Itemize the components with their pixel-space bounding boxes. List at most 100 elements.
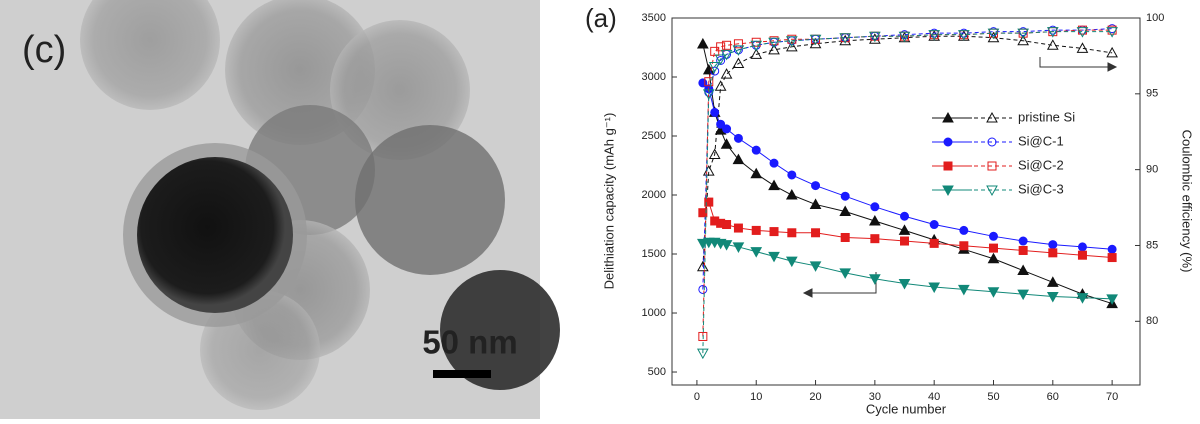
- marker: [929, 238, 939, 248]
- marker: [959, 241, 969, 251]
- y2-tick-label: 90: [1146, 164, 1158, 176]
- marker: [929, 220, 939, 230]
- capacity-line: [702, 43, 1113, 305]
- marker: [1017, 34, 1029, 46]
- marker: [768, 37, 780, 49]
- marker: [750, 40, 763, 52]
- marker: [1107, 244, 1117, 254]
- annotation-arrows: [802, 57, 1118, 298]
- marker: [839, 34, 852, 46]
- efficiency-line: [702, 28, 1113, 290]
- marker: [710, 66, 720, 76]
- marker: [840, 191, 850, 201]
- marker: [957, 30, 970, 41]
- marker: [720, 49, 733, 61]
- marker: [750, 167, 763, 179]
- legend-marker: [943, 137, 953, 147]
- legend-marker: [987, 137, 997, 147]
- marker: [988, 231, 998, 241]
- marker: [840, 232, 850, 242]
- marker: [898, 279, 911, 290]
- marker: [1046, 39, 1059, 50]
- panel-label: (a): [585, 3, 617, 33]
- marker: [869, 214, 881, 226]
- arrow: [1039, 57, 1108, 68]
- marker: [1048, 240, 1058, 250]
- marker: [988, 243, 998, 253]
- x-tick-label: 0: [694, 391, 700, 403]
- marker: [900, 236, 910, 246]
- legend-label: Si@C-3: [1018, 181, 1064, 196]
- marker: [869, 33, 881, 44]
- x-tick-label: 60: [1047, 391, 1059, 403]
- marker: [928, 30, 941, 41]
- marker: [900, 211, 910, 221]
- legend-label: Si@C-2: [1018, 157, 1064, 172]
- marker: [704, 197, 714, 207]
- marker: [708, 62, 721, 73]
- marker: [1048, 248, 1058, 258]
- marker: [869, 274, 881, 285]
- marker: [732, 57, 745, 68]
- marker: [1017, 28, 1029, 40]
- plot-frame: [671, 17, 1141, 386]
- marker: [1077, 242, 1087, 252]
- marker: [716, 42, 726, 52]
- marker: [809, 198, 822, 209]
- arrow-head: [802, 288, 813, 298]
- marker: [1106, 294, 1118, 305]
- marker: [733, 39, 743, 49]
- y-tick-label: 2500: [642, 130, 666, 142]
- y-tick-label: 2000: [642, 189, 666, 201]
- legend-marker: [942, 185, 954, 197]
- marker: [809, 34, 822, 46]
- marker: [710, 107, 720, 117]
- efficiency-line: [702, 35, 1113, 267]
- marker: [809, 261, 822, 272]
- marker: [870, 202, 880, 212]
- marker: [785, 36, 798, 47]
- marker: [696, 37, 709, 49]
- marker: [722, 40, 732, 50]
- marker: [714, 80, 727, 91]
- marker: [987, 252, 1000, 264]
- scale-bar: [433, 370, 491, 378]
- marker: [698, 284, 708, 294]
- marker: [708, 148, 721, 159]
- marker: [1077, 250, 1087, 260]
- marker: [1046, 291, 1059, 303]
- legend-marker: [987, 161, 997, 171]
- marker: [769, 227, 779, 237]
- marker: [1018, 236, 1028, 246]
- marker: [928, 282, 941, 294]
- marker: [1018, 245, 1028, 255]
- scale-bar-label: 50 nm: [422, 324, 517, 361]
- marker: [714, 54, 727, 65]
- marker: [750, 48, 763, 59]
- legend-marker: [986, 185, 998, 197]
- y-tick-label: 500: [648, 366, 666, 378]
- marker: [839, 268, 852, 279]
- marker: [839, 33, 852, 44]
- marker: [1046, 27, 1059, 38]
- marker: [898, 224, 911, 235]
- marker: [768, 251, 780, 263]
- marker: [787, 170, 797, 180]
- marker: [787, 228, 797, 238]
- y-tick-label: 3500: [642, 12, 666, 24]
- marker: [811, 228, 821, 238]
- x-tick-label: 70: [1106, 391, 1118, 403]
- marker: [957, 284, 970, 296]
- y2-tick-label: 85: [1146, 239, 1158, 251]
- marker: [869, 31, 881, 43]
- arrow-head: [1107, 62, 1118, 72]
- marker: [768, 179, 780, 191]
- marker: [702, 165, 715, 176]
- marker: [1106, 27, 1118, 38]
- marker: [959, 225, 969, 235]
- marker: [987, 287, 1000, 298]
- marker: [785, 256, 798, 268]
- x-tick-label: 50: [987, 391, 999, 403]
- marker: [720, 240, 733, 251]
- marker: [898, 31, 911, 43]
